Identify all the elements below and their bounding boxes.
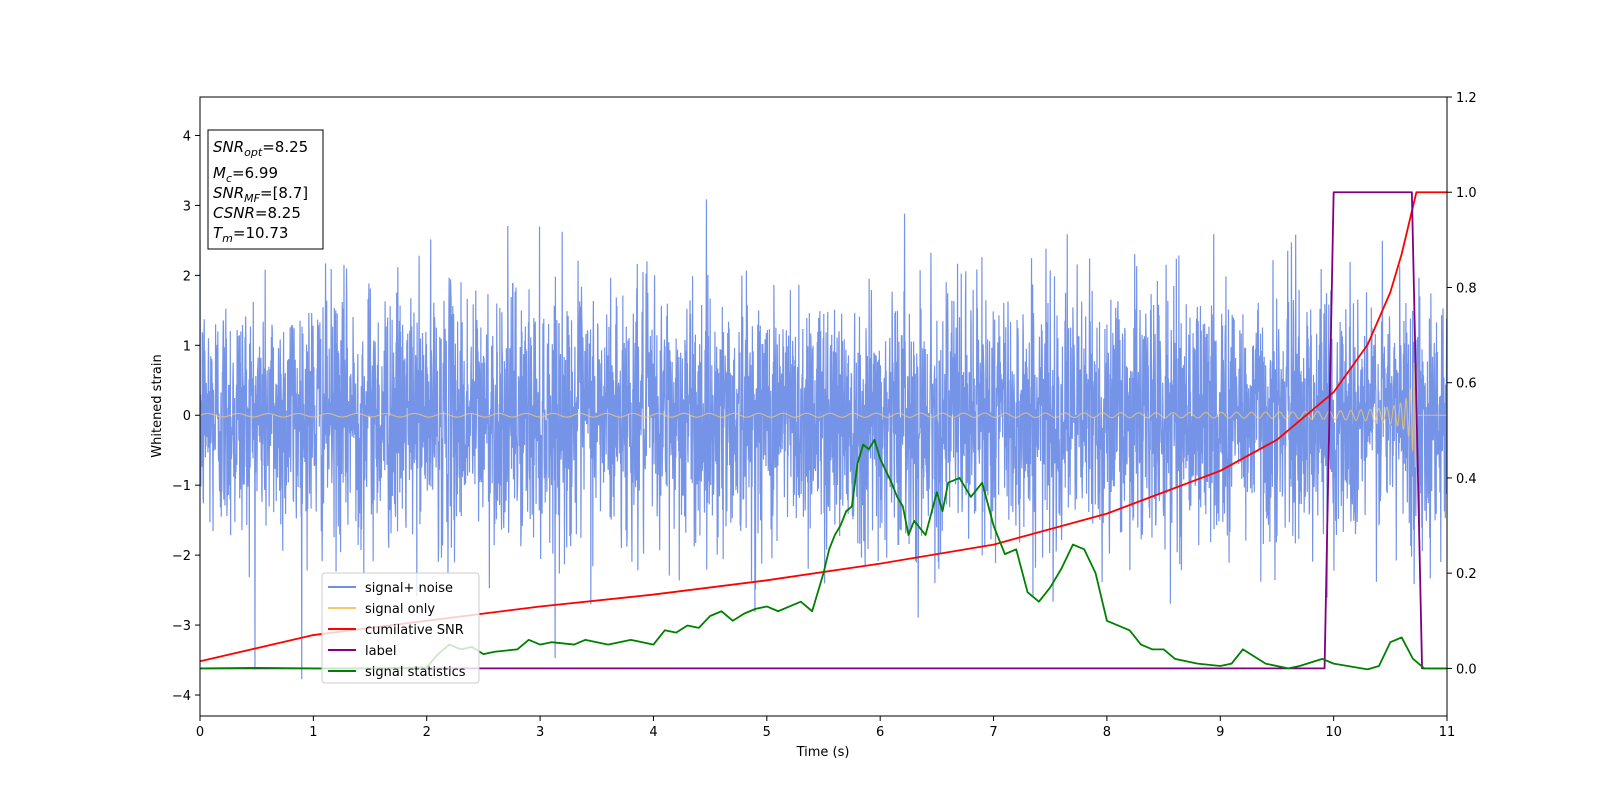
y-tick-label-left: 4: [183, 129, 191, 144]
x-tick-label: 9: [1216, 725, 1224, 740]
annotation-value: =6.99: [232, 164, 278, 182]
y-tick-label-right: 0.4: [1456, 472, 1477, 487]
y-tick-label-left: 1: [183, 339, 191, 354]
series-layer: [200, 191, 1447, 680]
y-tick-label-left: −3: [172, 619, 191, 634]
y-tick-label-left: 0: [183, 409, 191, 424]
y-tick-label-left: −4: [172, 689, 191, 704]
annotation-subscript: c: [226, 172, 232, 185]
y-tick-label-right: 1.0: [1456, 186, 1477, 201]
annotation-frame: [207, 129, 324, 250]
x-tick-label: 7: [989, 725, 997, 740]
legend-entry: signal only: [365, 602, 435, 617]
annotation-value: =10.73: [233, 224, 289, 242]
annotation-subscript: m: [222, 232, 233, 245]
x-tick-label: 1: [309, 725, 317, 740]
x-tick-label: 11: [1439, 725, 1456, 740]
x-tick-label: 3: [536, 725, 544, 740]
annotation-line: Mc=6.99: [213, 164, 278, 185]
y-tick-label-left: −1: [172, 479, 191, 494]
y-tick-label-left: 2: [183, 269, 191, 284]
series-signal-statistics: [200, 438, 1447, 671]
y-tick-label-left: −2: [172, 549, 191, 564]
legend-entry: signal+ noise: [365, 581, 453, 596]
x-tick-label: 4: [649, 725, 657, 740]
x-tick-label: 6: [876, 725, 884, 740]
legend: signal+ noise signal only cumilative SNR la…: [321, 572, 480, 684]
y-tick-label-right: 0.0: [1456, 662, 1477, 677]
annotation-symbol: M: [213, 164, 226, 182]
annotation-line: CSNR=8.25: [213, 204, 301, 222]
annotation-box: SNRopt=8.25Mc=6.99SNRMF=[8.7]CSNR=8.25Tm…: [207, 129, 324, 250]
y-tick-label-left: 3: [183, 199, 191, 214]
annotation-line: Tm=10.73: [213, 224, 288, 245]
ticks-layer: 0 1 2 3 4 5 6 7 8 9 10 11 −4 −3 −2 −1 0 1 2 3 4 0.0 0.2 0.4 0.6 0…: [172, 91, 1477, 740]
x-tick-label: 10: [1325, 725, 1342, 740]
annotation-line: SNRopt=8.25: [213, 138, 308, 159]
plot-frame: [199, 96, 1448, 717]
annotation-value: =8.25: [262, 138, 308, 156]
x-tick-label: 8: [1103, 725, 1111, 740]
annotation-subscript: opt: [244, 146, 263, 159]
series-signal-only: [200, 362, 1447, 468]
legend-entry: cumilative SNR: [365, 623, 464, 638]
annotation-value: =8.25: [255, 204, 301, 222]
annotation-symbol: CSNR: [213, 204, 255, 222]
legend-entry: signal statistics: [365, 665, 466, 680]
series-cumulative-snr: [200, 191, 1447, 663]
x-tick-label: 2: [423, 725, 431, 740]
x-axis-label: Time (s): [796, 745, 850, 760]
x-tick-label: 0: [196, 725, 204, 740]
annotation-line: SNRMF=[8.7]: [213, 184, 308, 205]
annotation-symbol: SNR: [213, 184, 244, 202]
y-axis-label: Whitened strain: [150, 354, 165, 457]
y-tick-label-right: 0.8: [1456, 281, 1477, 296]
y-tick-label-right: 1.2: [1456, 91, 1477, 106]
annotation-value: =[8.7]: [260, 184, 308, 202]
series-signal-noise: [200, 199, 1447, 680]
legend-frame: [321, 572, 480, 684]
annotation-symbol: SNR: [213, 138, 244, 156]
y-tick-label-right: 0.2: [1456, 567, 1477, 582]
legend-entry: label: [365, 644, 396, 659]
y-tick-label-right: 0.6: [1456, 377, 1477, 392]
annotation-symbol: T: [213, 224, 224, 242]
annotation-subscript: MF: [244, 192, 260, 205]
x-tick-label: 5: [763, 725, 771, 740]
